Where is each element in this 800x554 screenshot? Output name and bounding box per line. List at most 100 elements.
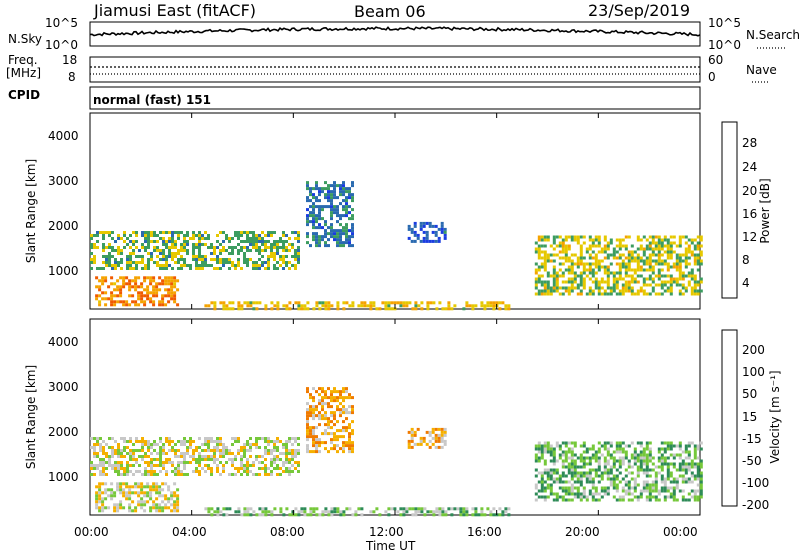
echo-cell [348,304,352,308]
echo-cell [267,267,270,270]
echo-cell [153,261,156,264]
echo-cell [105,246,108,249]
echo-cell [258,234,261,237]
echo-cell [249,231,252,234]
echo-cell [675,498,679,502]
echo-cell [258,249,261,252]
echo-cell [198,446,201,449]
echo-cell [318,226,321,230]
echo-cell [573,471,577,475]
echo-cell [648,241,652,245]
echo-cell [237,252,240,255]
echo-cell [696,447,700,451]
echo-cell [663,280,667,284]
echo-cell [639,450,643,454]
echo-cell [309,396,312,400]
echo-cell [249,443,252,446]
echo-cell [101,276,105,280]
echo-cell [570,498,574,502]
echo-cell [450,507,454,511]
echo-cell [252,473,255,476]
echo-cell [312,187,315,191]
echo-cell [173,491,177,495]
echo-cell [552,286,556,290]
echo-cell [114,249,117,252]
echo-cell [696,474,700,478]
echo-cell [618,241,622,245]
echo-cell [696,262,700,266]
x-axis-label: Time UT [366,539,416,553]
echo-cell [597,292,601,296]
echo-cell [120,464,123,467]
echo-cell [306,417,309,421]
echo-cell [312,220,315,224]
echo-cell [540,265,544,269]
echo-cell [318,187,321,191]
power-cbar-frame [721,121,738,299]
echo-cell [171,258,174,261]
echo-cell [201,455,204,458]
echo-cell [678,468,682,472]
echo-cell [170,291,174,295]
echo-cell [111,231,114,234]
echo-cell [642,292,646,296]
echo-cell [582,271,586,275]
echo-cell [116,488,120,492]
echo-cell [437,445,441,449]
echo-cell [410,430,414,434]
echo-cell [684,262,688,266]
echo-cell [555,289,559,293]
echo-cell [276,267,279,270]
echo-cell [183,455,186,458]
echo-cell [285,255,288,258]
echo-cell [411,307,415,311]
echo-cell [240,513,244,517]
echo-cell [159,452,162,455]
echo-cell [606,441,610,445]
echo-cell [567,289,571,293]
echo-cell [180,243,183,246]
echo-cell [216,458,219,461]
echo-cell [585,262,589,266]
echo-cell [273,264,276,267]
echo-cell [420,507,424,511]
echo-cell [693,447,697,451]
echo-cell [636,468,640,472]
echo-cell [113,503,117,507]
echo-cell [324,390,327,394]
echo-cell [98,285,102,289]
echo-cell [189,443,192,446]
echo-cell [633,453,637,457]
echo-cell [537,495,541,499]
echo-cell [600,277,604,281]
echo-cell [144,267,147,270]
echo-cell [119,506,123,510]
echo-cell [297,246,300,249]
echo-cell [588,459,592,463]
echo-cell [291,449,294,452]
echo-cell [258,446,261,449]
echo-cell [681,495,685,499]
echo-cell [543,447,547,451]
echo-cell [155,488,159,492]
echo-cell [267,437,270,440]
echo-cell [561,250,565,254]
echo-cell [543,262,547,266]
echo-cell [126,267,129,270]
echo-cell [615,250,619,254]
echo-cell [654,247,658,251]
echo-cell [399,513,403,517]
echo-cell [561,262,565,266]
echo-cell [558,477,562,481]
echo-cell [651,286,655,290]
velocity-cbar-tick-neg50: -50 [742,454,762,468]
echo-cell [417,507,421,511]
echo-cell [582,492,586,496]
echo-cell [90,258,93,261]
echo-cell [93,455,96,458]
echo-cell [666,244,670,248]
echo-cell [168,246,171,249]
echo-cell [177,449,180,452]
echo-cell [228,252,231,255]
echo-cell [342,301,346,305]
